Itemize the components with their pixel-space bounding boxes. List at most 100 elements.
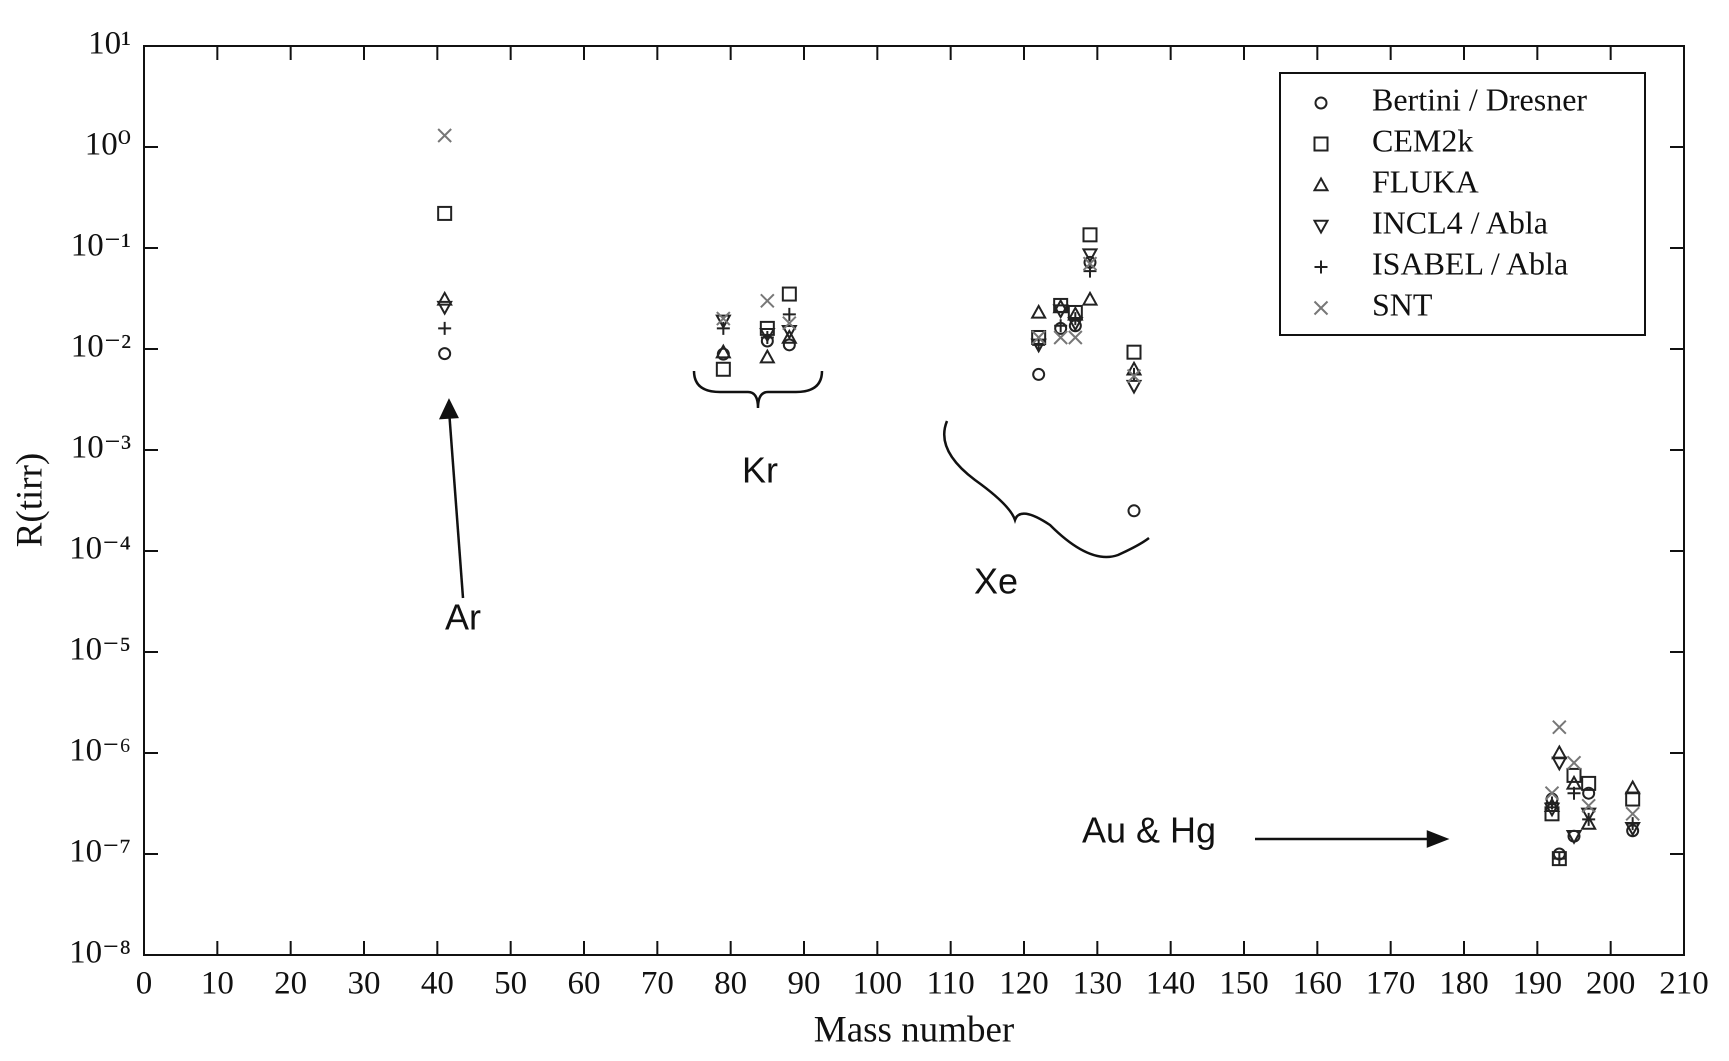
point: [1552, 852, 1566, 866]
point: [1580, 807, 1597, 823]
legend-marker: [1312, 219, 1330, 235]
y-tick-label: 10⁻⁸: [69, 935, 131, 971]
y-tick-label: 10¹: [88, 26, 131, 62]
point: [1052, 298, 1069, 314]
point: [1566, 755, 1582, 770]
y-tick-label: 10⁻⁷: [69, 834, 131, 870]
point: [1127, 504, 1141, 518]
point: [1068, 312, 1082, 326]
point: [760, 330, 774, 344]
annotation: Au & Hg: [1082, 810, 1216, 851]
legend-marker: [1314, 260, 1328, 274]
x-tick-label: 100: [853, 966, 903, 1002]
point: [1053, 330, 1068, 345]
x-tick-label: 10: [201, 966, 234, 1002]
y-tick-label: 10⁰: [85, 127, 131, 163]
x-tick-label: 140: [1146, 966, 1196, 1002]
ar-arrowhead: [438, 398, 459, 420]
x-tick-label: 120: [999, 966, 1049, 1002]
point: [1580, 815, 1597, 830]
point: [1625, 791, 1641, 807]
point: [1581, 798, 1596, 814]
point: [1581, 775, 1597, 791]
annotation: Ar: [445, 597, 481, 638]
point: [781, 325, 798, 340]
point: [1031, 330, 1046, 345]
y-tick-label: 10⁻⁶: [69, 733, 131, 769]
point: [1125, 379, 1143, 395]
point: [1030, 303, 1047, 319]
point: [782, 307, 796, 321]
point: [782, 338, 796, 352]
legend-marker: [1313, 136, 1329, 152]
point: [1545, 796, 1559, 810]
point: [1551, 744, 1568, 760]
point: [1582, 812, 1596, 826]
x-tick-label: 90: [788, 966, 821, 1002]
y-tick-label: 10⁻¹: [71, 228, 131, 264]
point: [1082, 256, 1098, 271]
y-tick-label: 10⁻²: [71, 329, 131, 365]
x-tick-label: 0: [136, 966, 153, 1002]
x-tick-label: 160: [1293, 966, 1343, 1002]
legend-marker: [1312, 176, 1330, 192]
point: [760, 293, 775, 309]
point: [436, 290, 453, 306]
x-tick-label: 170: [1366, 966, 1416, 1002]
x-tick-label: 50: [494, 966, 527, 1002]
point: [1625, 806, 1640, 822]
y-tick-label: 10⁻⁵: [69, 632, 131, 668]
x-tick-label: 60: [568, 966, 601, 1002]
x-tick-label: 190: [1513, 966, 1563, 1002]
point: [781, 328, 798, 344]
x-tick-label: 80: [714, 966, 747, 1002]
x-tick-label: 20: [274, 966, 307, 1002]
point: [1032, 338, 1046, 352]
legend-label: INCL4 / Abla: [1372, 204, 1548, 240]
x-tick-label: 110: [927, 966, 975, 1002]
point: [438, 347, 452, 361]
point: [1054, 319, 1068, 333]
point: [437, 205, 453, 221]
point: [1052, 304, 1069, 320]
y-tick-label: 10⁻³: [71, 430, 131, 466]
point: [1567, 786, 1581, 800]
annotation: Kr: [742, 450, 778, 491]
point: [1544, 785, 1560, 801]
legend-label: SNT: [1372, 286, 1433, 322]
x-tick-label: 70: [641, 966, 674, 1002]
point: [781, 286, 797, 302]
point: [1126, 344, 1142, 360]
legend-marker: [1313, 300, 1329, 316]
point: [1068, 330, 1083, 345]
point: [438, 321, 452, 335]
point: [715, 361, 731, 377]
point: [1566, 767, 1582, 783]
point: [715, 343, 732, 359]
point: [1582, 786, 1596, 800]
y-axis-title: R(tirr): [9, 453, 50, 548]
annotations: [438, 370, 1450, 848]
point: [1127, 367, 1141, 381]
point: [436, 300, 453, 316]
x-tick-label: 180: [1439, 966, 1489, 1002]
x-tick-label: 210: [1659, 966, 1709, 1002]
point: [716, 311, 731, 326]
x-tick-label: 130: [1073, 966, 1123, 1002]
point: [1082, 227, 1098, 243]
point: [1565, 830, 1583, 845]
point: [716, 321, 730, 335]
point: [759, 328, 776, 343]
point: [1126, 368, 1142, 384]
x-tick-label: 200: [1586, 966, 1636, 1002]
point: [1543, 797, 1561, 813]
point: [1032, 367, 1046, 381]
point: [1083, 264, 1097, 278]
point: [1551, 756, 1568, 772]
legend-box: [1279, 72, 1646, 336]
x-axis-title: Mass number: [814, 1009, 1014, 1050]
point: [1624, 779, 1641, 795]
point: [437, 128, 452, 143]
au-arrowhead: [1426, 830, 1450, 848]
